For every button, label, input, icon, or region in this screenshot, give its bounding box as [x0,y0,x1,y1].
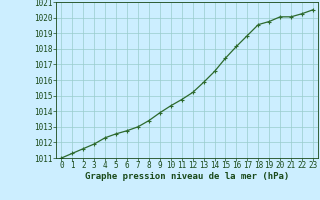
X-axis label: Graphe pression niveau de la mer (hPa): Graphe pression niveau de la mer (hPa) [85,172,289,181]
